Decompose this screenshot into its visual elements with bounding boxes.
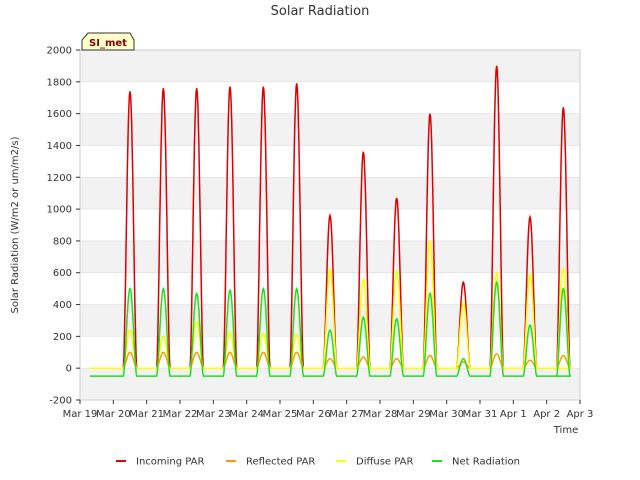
y-gridlines [80,49,580,401]
y-tick-label: 400 [53,300,72,311]
series-line-reflected-par [90,351,571,369]
x-tick-label: Apr 2 [533,409,560,420]
legend-label-diffuse-par: Diffuse PAR [356,457,413,468]
plot-frame [79,49,581,401]
grid-band [80,177,580,210]
grid-bands [80,50,580,400]
y-tick-label: 1600 [47,109,72,120]
x-axis-label: Time [553,425,578,436]
y-tick-label: 800 [53,236,72,247]
series-line-net-radiation [90,280,571,377]
legend-label-incoming-par: Incoming PAR [136,457,205,468]
y-tick-label: 2000 [47,46,72,57]
y-tick-label: 1200 [47,173,72,184]
x-tick-label: Mar 21 [129,409,164,420]
legend-label-net-radiation: Net Radiation [452,457,520,468]
x-tick-label: Mar 24 [229,409,264,420]
legend: Incoming PAR Reflected PAR Diffuse PAR Net … [116,457,520,468]
y-tick-label: 0 [66,364,72,375]
x-tick-label: Mar 25 [263,409,298,420]
chart-title: Solar Radiation [271,4,370,19]
y-axis-label: Solar Radiation (W/m2 or um/m2/s) [10,136,21,313]
grid-band [80,304,580,337]
x-tick-label: Mar 31 [463,409,498,420]
grid-band [80,240,580,273]
data-lines [90,65,571,377]
y-tick-label: 200 [53,332,72,343]
y-tick-label: 1000 [47,205,72,216]
y-tick-label: 1400 [47,141,72,152]
grid-band [80,50,580,82]
x-tick-label: Mar 26 [296,409,331,420]
x-tick-label: Mar 30 [429,409,464,420]
y-axis-ticks: -200 0 200 400 600 800 1000 1200 1400 1600 1800 200… [47,46,80,407]
x-tick-label: Mar 22 [163,409,198,420]
x-tick-label: Mar 27 [329,409,364,420]
x-tick-label: Mar 23 [196,409,231,420]
grid-band [80,368,580,400]
x-tick-label: Apr 1 [500,409,527,420]
legend-label-reflected-par: Reflected PAR [246,457,315,468]
x-tick-label: Mar 20 [96,409,131,420]
x-tick-label: Mar 19 [63,409,98,420]
x-tick-label: Apr 3 [567,409,594,420]
site-badge: SI_met [81,32,135,51]
y-tick-label: 1800 [47,77,72,88]
y-tick-label: -200 [49,396,72,407]
x-tick-label: Mar 28 [363,409,398,420]
site-badge-label: SI_met [89,38,127,49]
x-tick-label: Mar 29 [396,409,431,420]
grid-band [80,113,580,146]
y-tick-label: 600 [53,268,72,279]
